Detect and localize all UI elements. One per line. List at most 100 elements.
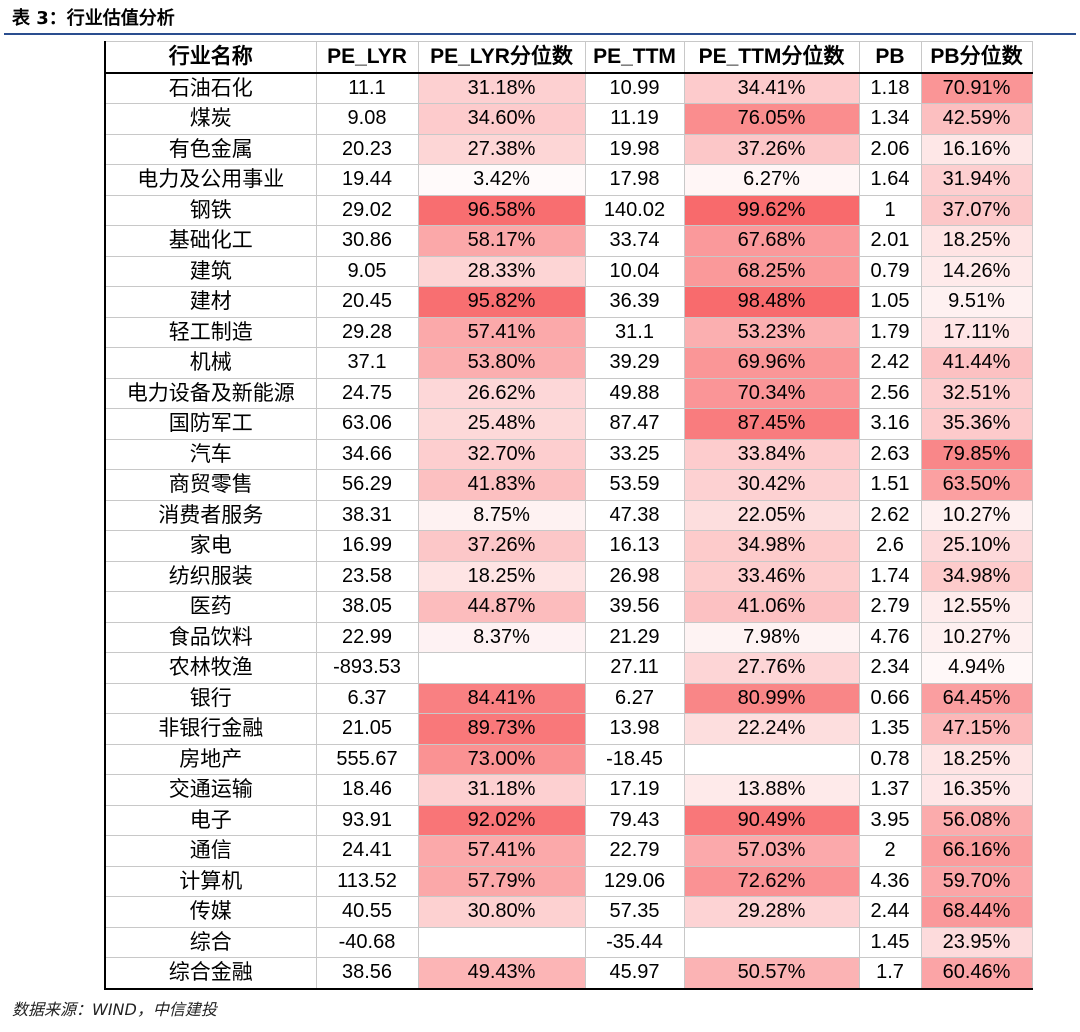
pb-percentile-cell: 42.59% (920, 103, 1033, 135)
table-row: 电子 93.91 92.02% 79.43 90.49% 3.95 56.08% (104, 804, 1033, 836)
header-row: 行业名称 PE_LYR PE_LYR分位数 PE_TTM PE_TTM分位数 P… (104, 41, 1033, 74)
pe-lyr-cell: 6.37 (315, 682, 419, 714)
table-row: 建材 20.45 95.82% 36.39 98.48% 1.05 9.51% (104, 286, 1033, 318)
pe-ttm-percentile-cell: 6.27% (683, 164, 860, 196)
pe-lyr-cell: 37.1 (315, 347, 419, 379)
pe-lyr-cell: 9.05 (315, 255, 419, 287)
pe-ttm-percentile-cell: 50.57% (683, 957, 860, 990)
pb-percentile-cell: 18.25% (920, 743, 1033, 775)
industry-name-cell: 基础化工 (104, 225, 317, 257)
pb-percentile-cell: 10.27% (920, 499, 1033, 531)
pe-lyr-percentile-cell: 26.62% (417, 377, 586, 409)
pe-lyr-cell: 38.05 (315, 591, 419, 623)
pb-percentile-cell: 32.51% (920, 377, 1033, 409)
pe-ttm-cell: 17.19 (584, 774, 685, 806)
pb-percentile-cell: 79.85% (920, 438, 1033, 470)
table-row: 钢铁 29.02 96.58% 140.02 99.62% 1 37.07% (104, 194, 1033, 226)
pe-lyr-percentile-cell: 57.79% (417, 865, 586, 897)
table-row: 建筑 9.05 28.33% 10.04 68.25% 0.79 14.26% (104, 255, 1033, 287)
table-row: 房地产 555.67 73.00% -18.45 0.78 18.25% (104, 743, 1033, 775)
table-row: 交通运输 18.46 31.18% 17.19 13.88% 1.37 16.35% (104, 774, 1033, 806)
pe-ttm-percentile-cell: 7.98% (683, 621, 860, 653)
industry-name-cell: 电子 (104, 804, 317, 836)
header-pe-lyr-percentile: PE_LYR分位数 (417, 41, 586, 74)
pe-lyr-percentile-cell: 73.00% (417, 743, 586, 775)
pb-cell: 1.34 (858, 103, 922, 135)
industry-name-cell: 建材 (104, 286, 317, 318)
pe-lyr-cell: 29.28 (315, 316, 419, 348)
pe-lyr-percentile-cell: 30.80% (417, 896, 586, 928)
industry-name-cell: 非银行金融 (104, 713, 317, 745)
pe-ttm-cell: 19.98 (584, 133, 685, 165)
table-row: 医药 38.05 44.87% 39.56 41.06% 2.79 12.55% (104, 591, 1033, 623)
pe-ttm-cell: 49.88 (584, 377, 685, 409)
pe-lyr-cell: 38.56 (315, 957, 419, 990)
pb-percentile-cell: 16.16% (920, 133, 1033, 165)
table-row: 综合金融 38.56 49.43% 45.97 50.57% 1.7 60.46% (104, 957, 1033, 990)
pe-lyr-percentile-cell: 96.58% (417, 194, 586, 226)
pb-percentile-cell: 47.15% (920, 713, 1033, 745)
pe-ttm-cell: 53.59 (584, 469, 685, 501)
pe-ttm-percentile-cell: 27.76% (683, 652, 860, 684)
table-row: 纺织服装 23.58 18.25% 26.98 33.46% 1.74 34.98% (104, 560, 1033, 592)
valuation-table: 行业名称 PE_LYR PE_LYR分位数 PE_TTM PE_TTM分位数 P… (104, 41, 1033, 990)
pb-percentile-cell: 60.46% (920, 957, 1033, 990)
table-row: 煤炭 9.08 34.60% 11.19 76.05% 1.34 42.59% (104, 103, 1033, 135)
table-row: 综合 -40.68 -35.44 1.45 23.95% (104, 926, 1033, 958)
pe-ttm-cell: 39.56 (584, 591, 685, 623)
pb-percentile-cell: 68.44% (920, 896, 1033, 928)
header-industry: 行业名称 (104, 41, 317, 74)
pb-cell: 2.06 (858, 133, 922, 165)
industry-name-cell: 汽车 (104, 438, 317, 470)
pe-ttm-cell: 22.79 (584, 835, 685, 867)
pe-ttm-percentile-cell: 98.48% (683, 286, 860, 318)
pe-lyr-cell: 113.52 (315, 865, 419, 897)
pe-ttm-percentile-cell: 29.28% (683, 896, 860, 928)
pe-lyr-percentile-cell: 84.41% (417, 682, 586, 714)
pe-ttm-percentile-cell: 53.23% (683, 316, 860, 348)
pe-ttm-percentile-cell: 99.62% (683, 194, 860, 226)
pe-ttm-cell: 33.25 (584, 438, 685, 470)
pb-cell: 2.79 (858, 591, 922, 623)
pe-lyr-cell: 56.29 (315, 469, 419, 501)
pe-lyr-cell: 22.99 (315, 621, 419, 653)
table-row: 基础化工 30.86 58.17% 33.74 67.68% 2.01 18.25% (104, 225, 1033, 257)
pe-ttm-cell: 39.29 (584, 347, 685, 379)
pe-ttm-cell: 17.98 (584, 164, 685, 196)
industry-name-cell: 建筑 (104, 255, 317, 287)
pb-cell: 1.45 (858, 926, 922, 958)
industry-name-cell: 钢铁 (104, 194, 317, 226)
pe-lyr-cell: 20.45 (315, 286, 419, 318)
pe-lyr-percentile-cell: 31.18% (417, 72, 586, 104)
table-row: 轻工制造 29.28 57.41% 31.1 53.23% 1.79 17.11% (104, 316, 1033, 348)
industry-name-cell: 传媒 (104, 896, 317, 928)
pb-cell: 4.76 (858, 621, 922, 653)
industry-name-cell: 国防军工 (104, 408, 317, 440)
pb-cell: 1.64 (858, 164, 922, 196)
pb-cell: 2.6 (858, 530, 922, 562)
pe-ttm-cell: 140.02 (584, 194, 685, 226)
pe-lyr-percentile-cell: 8.37% (417, 621, 586, 653)
pe-ttm-cell: 21.29 (584, 621, 685, 653)
pb-percentile-cell: 10.27% (920, 621, 1033, 653)
pe-lyr-cell: 555.67 (315, 743, 419, 775)
pe-ttm-percentile-cell (683, 926, 860, 958)
pb-cell: 1.79 (858, 316, 922, 348)
pe-ttm-percentile-cell: 22.24% (683, 713, 860, 745)
industry-name-cell: 食品饮料 (104, 621, 317, 653)
table-body: 石油石化 11.1 31.18% 10.99 34.41% 1.18 70.91% 煤炭 9.0… (104, 72, 1033, 990)
industry-name-cell: 轻工制造 (104, 316, 317, 348)
pb-cell: 1.37 (858, 774, 922, 806)
pe-lyr-percentile-cell: 44.87% (417, 591, 586, 623)
pb-percentile-cell: 59.70% (920, 865, 1033, 897)
pe-lyr-percentile-cell: 58.17% (417, 225, 586, 257)
pb-percentile-cell: 64.45% (920, 682, 1033, 714)
pe-lyr-percentile-cell: 28.33% (417, 255, 586, 287)
pe-ttm-percentile-cell: 34.98% (683, 530, 860, 562)
pb-percentile-cell: 35.36% (920, 408, 1033, 440)
pb-percentile-cell: 56.08% (920, 804, 1033, 836)
pe-ttm-percentile-cell: 30.42% (683, 469, 860, 501)
table-row: 机械 37.1 53.80% 39.29 69.96% 2.42 41.44% (104, 347, 1033, 379)
pe-ttm-cell: 16.13 (584, 530, 685, 562)
pe-ttm-cell: 27.11 (584, 652, 685, 684)
